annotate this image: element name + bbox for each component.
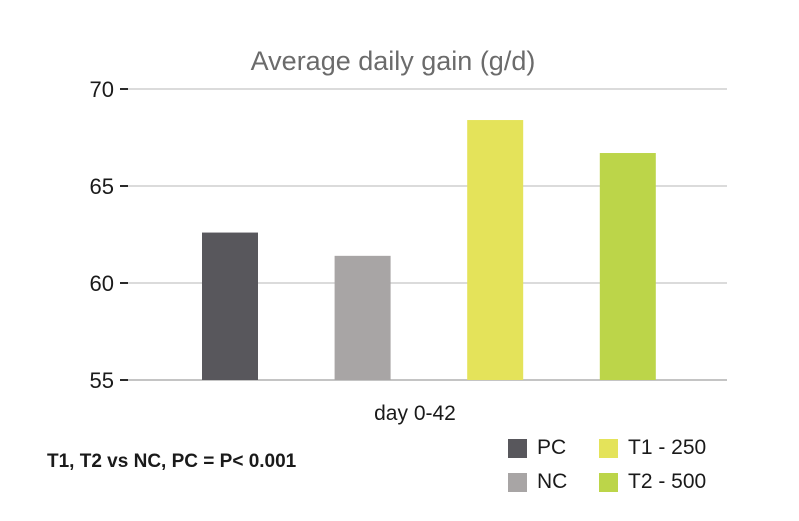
legend-label-pc: PC xyxy=(537,436,567,459)
chart-title: Average daily gain (g/d) xyxy=(251,46,536,76)
legend-swatch-t2 xyxy=(599,472,618,492)
y-tick-label-55: 55 xyxy=(90,368,114,393)
bar-nc xyxy=(334,255,391,380)
legend-item-t2: T2 - 500 xyxy=(599,470,706,494)
x-axis-category-label: day 0-42 xyxy=(374,402,456,425)
legend-item-nc: NC xyxy=(508,470,567,494)
legend-label-t1: T1 - 250 xyxy=(628,436,707,459)
bar-t2-500 xyxy=(599,153,656,380)
bar-pc xyxy=(202,232,258,380)
legend-label-t2: T2 - 500 xyxy=(628,470,707,493)
bars xyxy=(202,120,656,380)
legend-item-t1: T1 - 250 xyxy=(599,436,706,460)
y-tick-label-65: 65 xyxy=(90,174,114,199)
y-tick-label-60: 60 xyxy=(90,271,114,296)
bar-t1-250 xyxy=(467,120,524,380)
legend-swatch-nc xyxy=(508,472,527,492)
legend-swatch-pc xyxy=(508,438,527,458)
y-axis-ticks: 55 60 65 70 xyxy=(90,77,128,393)
legend-label-nc: NC xyxy=(537,470,568,493)
legend-item-pc: PC xyxy=(508,436,566,460)
y-tick-label-70: 70 xyxy=(90,77,114,102)
significance-note: T1, T2 vs NC, PC = P< 0.001 xyxy=(47,451,297,472)
legend-swatch-t1 xyxy=(599,438,618,458)
legend: PC NC T1 - 250 T2 - 500 xyxy=(508,436,748,500)
